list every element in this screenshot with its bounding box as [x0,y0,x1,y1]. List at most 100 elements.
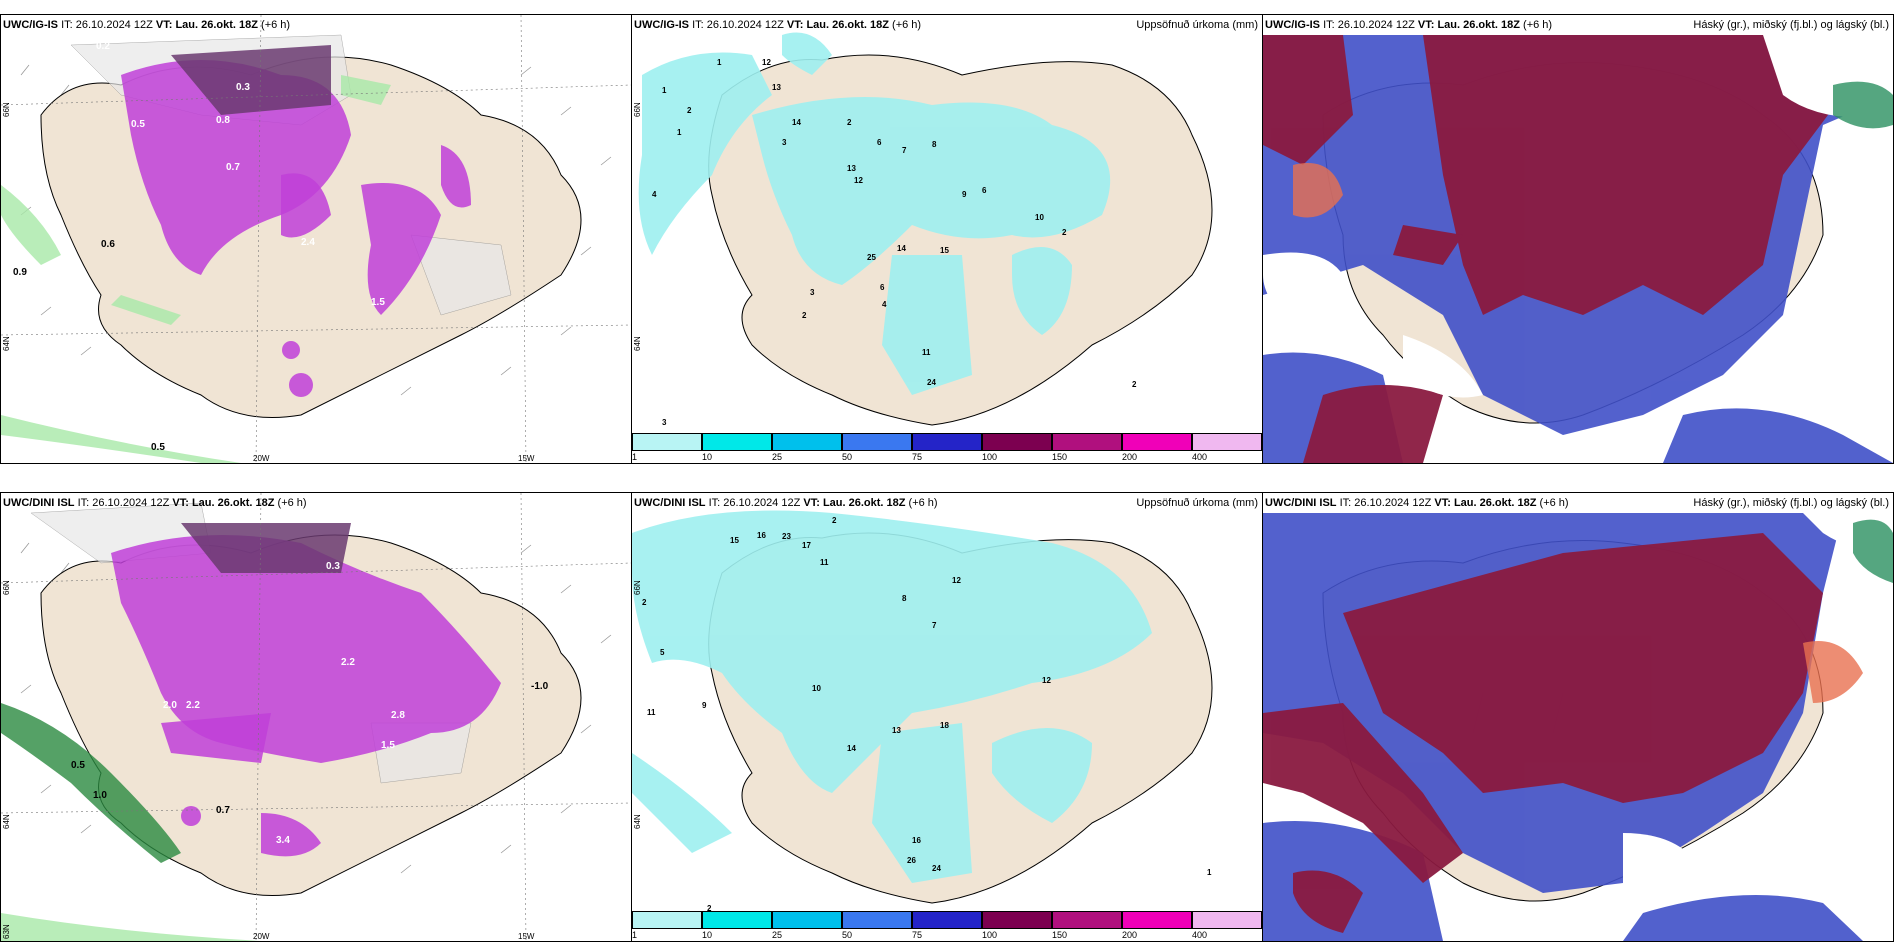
light-green-areas [1833,81,1893,129]
colorbar-tick: 75 [912,452,923,462]
svg-text:0.9: 0.9 [13,267,27,278]
svg-text:0.5: 0.5 [131,119,145,130]
colorbar-tick: 50 [842,452,853,462]
panel-title: Uppsöfnuð úrkoma (mm) [1136,19,1258,31]
svg-text:14: 14 [847,744,856,753]
colorbar-tick: 150 [1052,452,1068,462]
panel-bottom-left: 0.3 2.0 2.2 1.0 0.5 0.7 3.4 2.8 1.5 -1.0… [0,492,632,942]
panel-header: UWC/IG-IS IT: 26.10.2024 12Z VT: Lau. 26… [1265,19,1553,31]
svg-text:20W: 20W [253,454,270,463]
colorbar-cell [632,911,702,929]
svg-text:0.6: 0.6 [101,239,115,250]
map-wind-precip-bottom: 0.3 2.0 2.2 1.0 0.5 0.7 3.4 2.8 1.5 -1.0… [1,493,631,941]
svg-text:14: 14 [792,118,801,127]
cloud-magenta-areas [121,45,471,397]
svg-text:9: 9 [702,701,707,710]
svg-text:3: 3 [662,418,667,427]
panel-header: UWC/DINI ISL IT: 26.10.2024 12Z VT: Lau.… [634,497,938,509]
colorbar-cell [772,911,842,929]
svg-text:12: 12 [854,176,863,185]
svg-text:25: 25 [867,253,876,262]
svg-text:1: 1 [1207,868,1212,877]
panel-bottom-right: UWC/DINI ISL IT: 26.10.2024 12Z VT: Lau.… [1262,492,1894,942]
svg-text:-1.0: -1.0 [531,681,549,692]
svg-text:9: 9 [962,190,967,199]
svg-text:63N: 63N [2,924,11,939]
svg-text:3: 3 [810,288,815,297]
axis-labels: 20W 15W 66N 64N [2,102,535,463]
svg-text:6: 6 [982,186,987,195]
panel-header: UWC/IG-IS IT: 26.10.2024 12Z VT: Lau. 26… [3,19,291,31]
svg-text:1.5: 1.5 [371,297,385,308]
colorbar-cell [1052,911,1122,929]
svg-text:2.8: 2.8 [391,710,405,721]
map-clouds-top [1263,15,1893,463]
colorbar-cell [702,433,772,451]
svg-text:15: 15 [730,536,739,545]
high-cloud-areas [1263,35,1843,463]
colorbar-tick: 400 [1192,930,1208,940]
map-clouds-bottom [1263,493,1893,941]
svg-text:8: 8 [932,140,937,149]
panel-top-right: UWC/IG-IS IT: 26.10.2024 12Z VT: Lau. 26… [1262,14,1894,464]
panel-title: Háský (gr.), miðský (fj.bl.) og lágský (… [1693,19,1889,31]
svg-text:0.5: 0.5 [151,442,165,453]
svg-text:0.3: 0.3 [236,82,250,93]
colorbar-tick: 200 [1122,452,1138,462]
cloud-value-labels: 0.3 2.0 2.2 1.0 0.5 0.7 3.4 2.8 1.5 -1.0… [71,561,549,846]
svg-text:12: 12 [952,576,961,585]
svg-text:2: 2 [847,118,852,127]
colorbar-cell [842,911,912,929]
colorbar-tick: 150 [1052,930,1068,940]
axis-labels: 66N 64N [633,102,642,351]
svg-text:4: 4 [652,190,657,199]
svg-text:10: 10 [1035,213,1044,222]
svg-text:1.5: 1.5 [381,740,395,751]
svg-text:13: 13 [847,164,856,173]
svg-text:3.4: 3.4 [276,835,290,846]
colorbar-cell [842,433,912,451]
svg-text:11: 11 [922,348,931,357]
high-cloud-areas [1263,533,1823,933]
svg-text:3: 3 [782,138,787,147]
svg-text:66N: 66N [633,102,642,117]
high-cloud-orange [1803,641,1863,703]
svg-text:15: 15 [940,246,949,255]
colorbar-tick: 25 [772,930,783,940]
svg-text:66N: 66N [633,580,642,595]
colorbar-tick: 1 [632,452,638,462]
colorbar-cell [1192,433,1262,451]
panel-bottom-middle: 2 15 16 23 17 11 5 2 11 9 10 8 7 12 13 1… [631,492,1263,942]
panel-top-middle: 1 2 1 4 1 3 12 13 14 2 12 6 7 8 9 6 10 2… [631,14,1263,464]
panel-title: Uppsöfnuð úrkoma (mm) [1136,497,1258,509]
cloud-value-labels: 0.2 0.3 0.5 0.8 2.4 1.5 0.9 0.6 0.7 0.5 [13,41,385,453]
colorbar-cell [1192,911,1262,929]
svg-text:64N: 64N [2,336,11,351]
colorbar-tick: 200 [1122,930,1138,940]
svg-text:0.7: 0.7 [226,162,240,173]
svg-text:2.4: 2.4 [301,237,315,248]
map-precip-bottom: 2 15 16 23 17 11 5 2 11 9 10 8 7 12 13 1… [632,493,1262,941]
svg-text:64N: 64N [2,814,11,829]
axis-labels: 66N 64N [633,580,642,829]
svg-text:17: 17 [802,541,811,550]
svg-text:1: 1 [677,128,682,137]
colorbar-cell [982,911,1052,929]
svg-text:12: 12 [1042,676,1051,685]
svg-text:64N: 64N [633,336,642,351]
svg-text:2: 2 [802,311,807,320]
panel-top-left: 0.2 0.3 0.5 0.8 2.4 1.5 0.9 0.6 0.7 0.5 … [0,14,632,464]
svg-text:66N: 66N [2,580,11,595]
svg-text:11: 11 [820,558,829,567]
precip-areas [638,32,1111,395]
svg-text:20W: 20W [253,932,270,941]
svg-text:0.8: 0.8 [216,115,230,126]
colorbar-tick: 50 [842,930,853,940]
svg-text:11: 11 [647,708,656,717]
colorbar-cell [772,433,842,451]
precip-areas [632,510,1152,883]
colorbar-tick: 100 [982,452,998,462]
light-green-areas [1,75,391,463]
colorbar-cell [982,433,1052,451]
svg-text:23: 23 [782,532,791,541]
